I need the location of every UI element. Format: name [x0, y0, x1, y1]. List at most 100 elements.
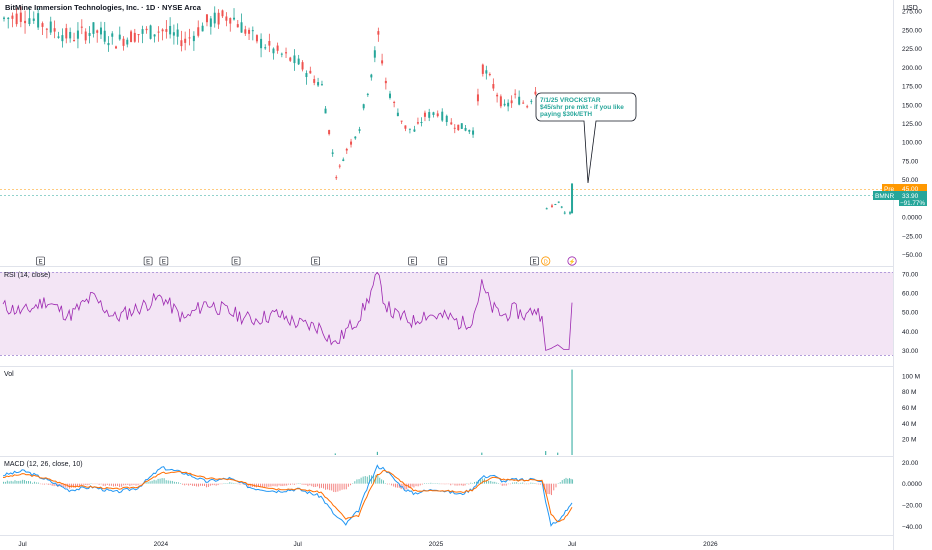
candle-body: [416, 122, 419, 124]
candle-body: [324, 108, 327, 114]
macd-histogram-bar: [492, 481, 494, 484]
macd-histogram-bar: [207, 483, 209, 487]
candle-body: [514, 93, 517, 95]
macd-histogram-bar: [547, 483, 549, 495]
macd-histogram-bar: [514, 482, 516, 484]
macd-histogram-bar: [129, 483, 131, 487]
annotation-callout[interactable]: 7/1/25 VROCKSTAR $45/shr pre mkt - if yo…: [535, 92, 637, 184]
macd-histogram-bar: [49, 483, 51, 485]
macd-histogram-bar: [188, 483, 190, 486]
macd-histogram-bar: [157, 478, 159, 484]
macd-histogram-bar: [388, 483, 390, 485]
macd-histogram-bar: [213, 483, 215, 486]
macd-histogram-bar: [255, 483, 257, 488]
macd-histogram-bar: [503, 483, 505, 486]
macd-histogram-bar: [297, 483, 299, 484]
candle-body: [320, 84, 323, 86]
price-tick-label: 50.00: [902, 177, 919, 184]
macd-histogram-bar: [227, 483, 229, 484]
macd-histogram-bar: [266, 483, 268, 487]
macd-histogram-bar: [47, 483, 49, 485]
macd-histogram-bar: [262, 483, 264, 487]
macd-histogram-bar: [479, 479, 481, 484]
macd-histogram-bar: [356, 479, 358, 484]
macd-histogram-bar: [149, 481, 151, 484]
macd-tick-label: −40.00: [902, 524, 922, 531]
candle-body: [76, 30, 79, 39]
macd-histogram-bar: [28, 481, 30, 484]
earnings-marker-box: [159, 256, 169, 266]
vol-tick-label: 80 M: [902, 389, 916, 396]
macd-histogram-bar: [520, 482, 522, 484]
vol-tick-label: 40 M: [902, 421, 916, 428]
candle-body: [197, 27, 200, 36]
candle-body: [507, 102, 510, 107]
macd-histogram-bar: [225, 483, 227, 484]
macd-histogram-bar: [468, 483, 470, 485]
macd-histogram-bar: [63, 483, 65, 488]
earnings-marker-box: [408, 256, 417, 266]
macd-histogram-bar: [3, 481, 5, 484]
candle-body: [423, 112, 426, 117]
macd-histogram-bar: [375, 475, 377, 484]
earnings-marker-label: E: [234, 260, 238, 266]
candle-body: [420, 122, 423, 124]
macd-histogram-bar: [92, 483, 94, 485]
macd-histogram-bar: [474, 481, 476, 484]
macd-histogram-bar: [501, 483, 503, 486]
candle-body: [69, 31, 72, 39]
macd-histogram-bar: [426, 483, 428, 485]
macd-histogram-bar: [456, 483, 458, 486]
candle-body: [522, 102, 525, 104]
macd-histogram-bar: [490, 480, 492, 484]
price-tick-label: 175.00: [902, 84, 922, 91]
volume-bar: [557, 452, 559, 455]
macd-histogram-bar: [180, 483, 182, 484]
event-marker-row: E E E E E E E E D ⚡: [36, 256, 577, 266]
candle-body: [251, 30, 254, 32]
macd-histogram-bar: [161, 478, 163, 484]
price-tick-label: 75.00: [902, 158, 919, 165]
candle-body: [499, 96, 502, 107]
macd-histogram-bar: [286, 483, 288, 486]
macd-histogram-bar: [94, 483, 96, 485]
macd-histogram-bar: [106, 483, 108, 485]
candle-body: [534, 91, 537, 95]
macd-histogram-bar: [184, 483, 186, 486]
macd-histogram-bar: [14, 480, 16, 484]
macd-histogram-bar: [51, 483, 53, 486]
macd-histogram-bar: [221, 483, 223, 485]
annotation-line-2: $45/shr pre mkt - if you like: [540, 104, 624, 111]
macd-histogram-bar: [337, 483, 339, 492]
macd-histogram-bar: [280, 483, 282, 487]
macd-histogram-bar: [288, 483, 290, 485]
macd-histogram-bar: [290, 483, 292, 485]
macd-histogram-bar: [223, 483, 225, 484]
candle-body: [103, 30, 106, 42]
macd-histogram-bar: [516, 482, 518, 484]
signal-line: [2, 469, 573, 523]
event-marker-label: ⚡: [569, 259, 576, 266]
macd-histogram-bar: [45, 483, 47, 485]
candle-body: [88, 32, 91, 36]
earnings-marker-box: [143, 256, 153, 266]
macd-histogram-bar: [411, 483, 413, 487]
candle-body: [293, 55, 296, 64]
macd-histogram-bar: [203, 483, 205, 486]
earnings-marker-label: E: [314, 260, 318, 266]
rsi-tick-label: 40.00: [902, 329, 919, 336]
candle-body: [317, 82, 320, 86]
candle-body: [24, 20, 27, 24]
macd-histogram-bar: [10, 480, 12, 484]
macd-histogram-bar: [347, 483, 349, 487]
macd-histogram-bar: [404, 483, 406, 490]
rsi-tick-label: 70.00: [902, 271, 919, 278]
candle-body: [468, 129, 471, 132]
macd-histogram-bar: [98, 483, 100, 485]
candle-body: [350, 141, 353, 145]
time-tick-label: Jul: [568, 541, 577, 548]
macd-histogram-bar: [325, 483, 327, 490]
macd-histogram-bar: [398, 483, 400, 488]
candle-body: [180, 40, 183, 47]
macd-histogram-bar: [104, 483, 106, 487]
